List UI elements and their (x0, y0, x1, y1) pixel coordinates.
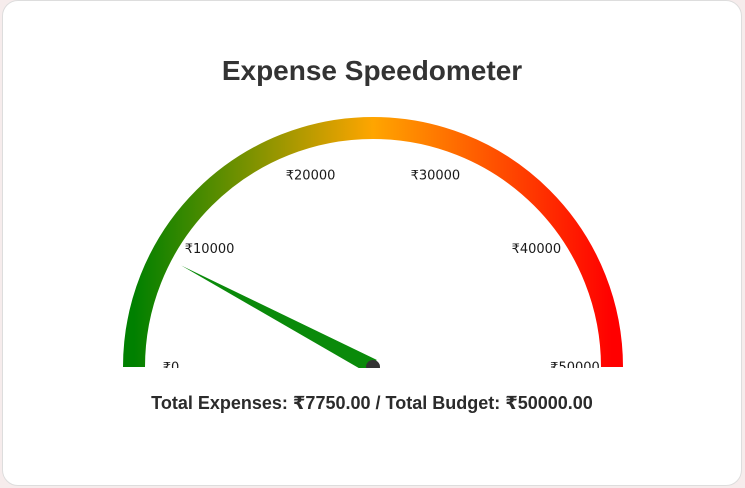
gauge-tick-label: ₹40000 (512, 242, 562, 257)
gauge-arc (123, 117, 623, 368)
total-budget-value: ₹50000.00 (505, 393, 593, 413)
expense-gauge: ₹0 ₹10000 ₹20000 ₹30000 ₹40000 ₹50000 (123, 117, 623, 369)
gauge-needle (181, 265, 377, 368)
gauge-tick-label: ₹50000 (550, 361, 600, 369)
gauge-needle-pivot (366, 360, 380, 368)
gauge-tick-label: ₹10000 (185, 242, 235, 257)
gauge-tick-label: ₹0 (163, 361, 180, 369)
total-expenses-label: Total Expenses: (151, 393, 288, 413)
gauge-tick-label: ₹30000 (411, 168, 461, 183)
total-budget-label: Total Budget: (385, 393, 501, 413)
page-title: Expense Speedometer (221, 55, 523, 86)
gauge-tick-label: ₹20000 (286, 168, 336, 183)
summary-separator: / (375, 393, 381, 413)
total-expenses-value: ₹7750.00 (292, 393, 371, 413)
expense-summary: Total Expenses: ₹7750.00 / Total Budget:… (3, 391, 741, 415)
